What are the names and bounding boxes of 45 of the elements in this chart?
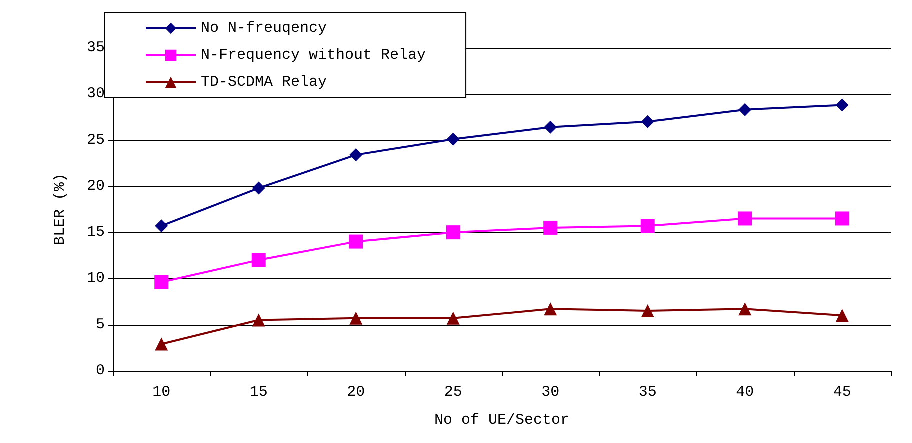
point xyxy=(155,220,168,233)
x-tick-label: 45 xyxy=(833,384,852,401)
y-tick-label: 5 xyxy=(96,316,105,334)
x-tick-label: 35 xyxy=(638,384,657,401)
legend-label: TD-SCDMA Relay xyxy=(201,74,328,91)
y-tick-label: 15 xyxy=(86,224,105,242)
point xyxy=(738,103,752,116)
x-tick-label: 25 xyxy=(444,384,462,401)
x-tick-label: 30 xyxy=(542,384,560,401)
point xyxy=(446,226,460,240)
x-tick-label: 10 xyxy=(152,384,171,401)
y-tick-label: 0 xyxy=(96,362,105,380)
y-tick-label: 20 xyxy=(86,178,105,195)
point xyxy=(350,312,363,325)
legend-label: No N-freuqency xyxy=(201,20,328,37)
point xyxy=(738,302,752,316)
point xyxy=(640,219,655,234)
y-tick-label: 35 xyxy=(86,40,105,56)
point xyxy=(836,98,849,112)
x-tick-label: 15 xyxy=(250,384,268,401)
point xyxy=(252,314,266,327)
point xyxy=(544,302,558,316)
point xyxy=(641,304,654,318)
point xyxy=(252,182,266,195)
point xyxy=(350,148,363,162)
y-tick-label: 30 xyxy=(86,86,105,103)
point xyxy=(349,234,364,249)
x-tick-label: 20 xyxy=(347,384,366,401)
y-tick-label: 10 xyxy=(86,270,105,288)
point xyxy=(641,115,654,128)
point xyxy=(154,275,169,290)
y-tick-label: 25 xyxy=(86,132,105,149)
point xyxy=(544,220,558,235)
point xyxy=(252,253,266,268)
point xyxy=(446,312,460,325)
point xyxy=(446,132,460,146)
point xyxy=(836,309,849,322)
x-tick-label: 40 xyxy=(736,384,754,401)
point xyxy=(544,120,558,134)
y-axis-title: BLER (%) xyxy=(52,173,69,246)
point xyxy=(155,338,168,351)
point xyxy=(835,212,850,226)
legend-label: N-Frequency without Relay xyxy=(201,47,426,64)
x-axis-title: No of UE/Sector xyxy=(434,412,570,429)
point xyxy=(738,212,752,226)
